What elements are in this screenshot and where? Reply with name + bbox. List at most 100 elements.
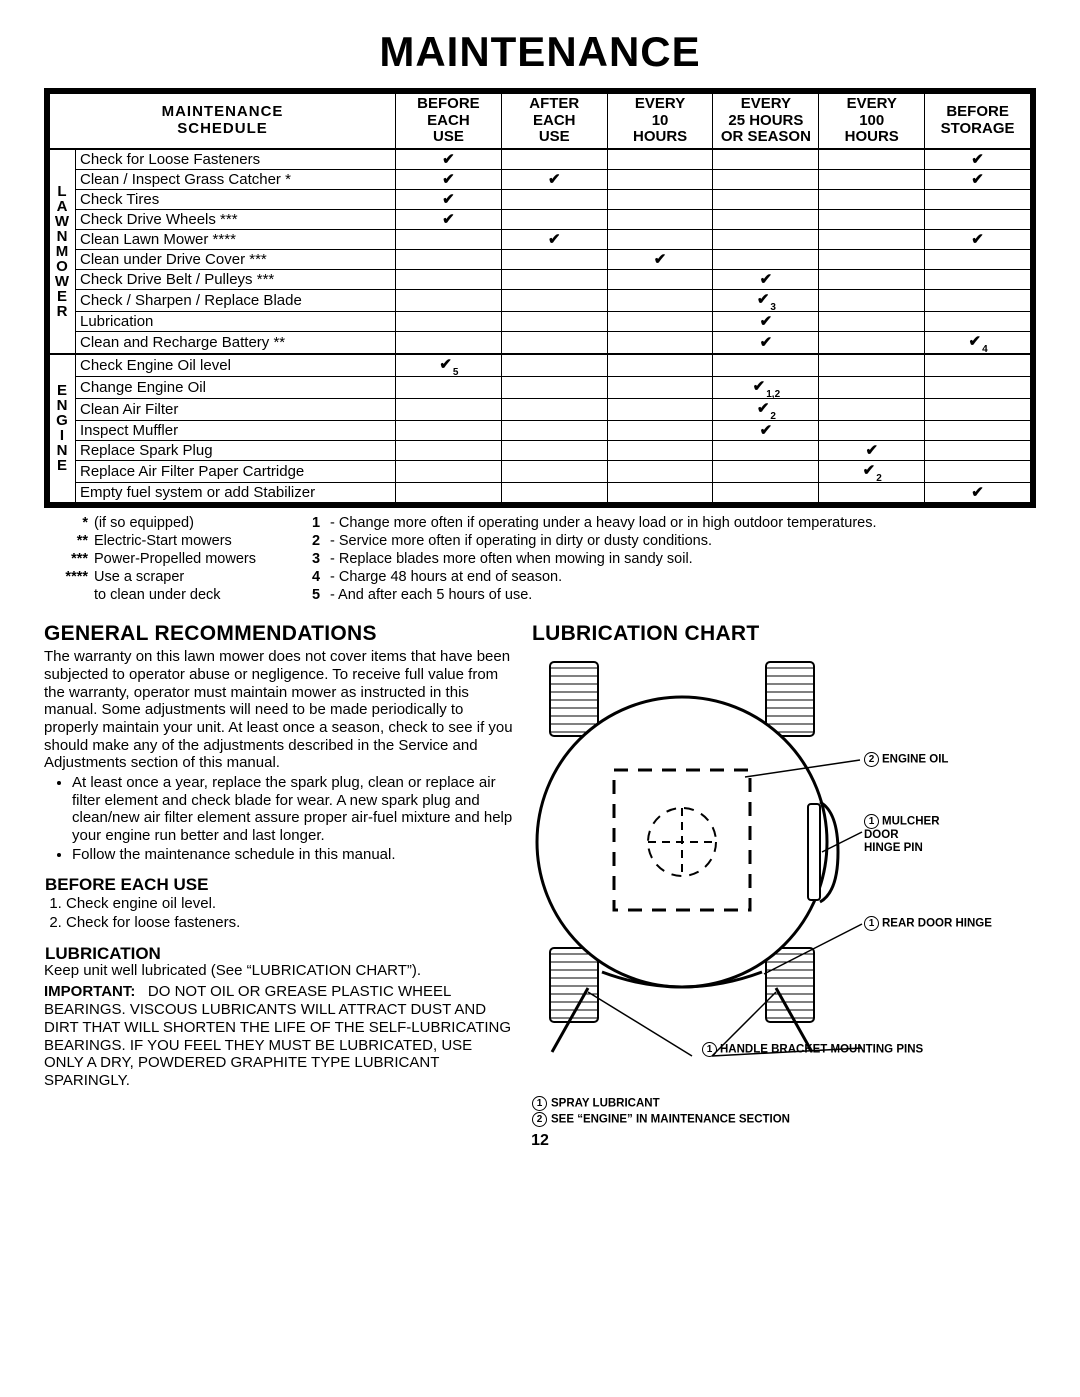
check-cell — [607, 209, 713, 229]
table-row: ENGINECheck Engine Oil level✔5 — [50, 354, 1031, 377]
check-cell — [501, 249, 607, 269]
check-cell — [819, 289, 925, 311]
check-cell: ✔ — [925, 229, 1031, 249]
check-cell: ✔ — [607, 249, 713, 269]
general-recommendations-bullets: At least once a year, replace the spark … — [44, 774, 514, 863]
check-cell — [925, 440, 1031, 460]
check-cell — [396, 376, 502, 398]
table-row: Check Tires✔ — [50, 189, 1031, 209]
check-cell: ✔3 — [713, 289, 819, 311]
before-each-use-heading: BEFORE EACH USE — [45, 875, 515, 895]
table-row: Change Engine Oil ✔1,2 — [50, 376, 1031, 398]
check-cell — [713, 249, 819, 269]
check-cell — [607, 420, 713, 440]
task-name: Lubrication — [76, 311, 396, 331]
footnotes: *(if so equipped)**Electric-Start mowers… — [48, 514, 1032, 605]
task-name: Replace Spark Plug — [76, 440, 396, 460]
check-cell — [396, 420, 502, 440]
task-name: Check Drive Belt / Pulleys *** — [76, 269, 396, 289]
check-cell: ✔ — [713, 331, 819, 354]
check-cell — [713, 482, 819, 502]
label-rear-door: 1REAR DOOR HINGE — [864, 916, 992, 931]
check-cell — [501, 269, 607, 289]
check-cell — [819, 482, 925, 502]
col-header-5: BEFORESTORAGE — [925, 94, 1031, 149]
check-cell — [607, 169, 713, 189]
check-cell — [819, 311, 925, 331]
check-cell — [925, 398, 1031, 420]
check-cell — [819, 376, 925, 398]
check-cell — [819, 149, 925, 170]
table-row: LAWN MOWERCheck for Loose Fasteners✔✔ — [50, 149, 1031, 170]
check-cell — [501, 376, 607, 398]
page-number: 12 — [44, 1132, 1036, 1150]
diagram-legend: 1SPRAY LUBRICANT 2SEE “ENGINE” IN MAINTE… — [532, 1096, 1036, 1128]
table-row: Check Drive Wheels ***✔ — [50, 209, 1031, 229]
side-label: ENGINE — [50, 354, 76, 503]
check-cell — [713, 169, 819, 189]
check-cell: ✔2 — [713, 398, 819, 420]
check-cell — [396, 229, 502, 249]
footnote-symbol: **Electric-Start mowers — [48, 532, 288, 550]
right-column: LUBRICATION CHART — [532, 622, 1036, 1128]
important-note: IMPORTANT: DO NOT OIL OR GREASE PLASTIC … — [44, 983, 514, 1089]
left-column: GENERAL RECOMMENDATIONS The warranty on … — [44, 622, 514, 1128]
check-cell — [607, 269, 713, 289]
col-header-0: BEFOREEACHUSE — [396, 94, 502, 149]
table-row: Lubrication✔ — [50, 311, 1031, 331]
task-name: Change Engine Oil — [76, 376, 396, 398]
table-row: Check / Sharpen / Replace Blade ✔3 — [50, 289, 1031, 311]
check-cell — [396, 440, 502, 460]
task-name: Inspect Muffler — [76, 420, 396, 440]
task-name: Check Tires — [76, 189, 396, 209]
check-cell — [607, 482, 713, 502]
check-cell: ✔1,2 — [713, 376, 819, 398]
check-cell — [501, 189, 607, 209]
check-cell — [501, 460, 607, 482]
check-cell — [396, 482, 502, 502]
check-cell: ✔ — [819, 440, 925, 460]
schedule-title-l1: MAINTENANCE — [162, 103, 284, 120]
check-cell — [396, 269, 502, 289]
table-row: Inspect Muffler✔ — [50, 420, 1031, 440]
task-name: Clean Air Filter — [76, 398, 396, 420]
col-header-3: EVERY25 HOURSOR SEASON — [713, 94, 819, 149]
check-cell — [396, 331, 502, 354]
check-cell — [925, 289, 1031, 311]
task-name: Check for Loose Fasteners — [76, 149, 396, 170]
task-name: Clean and Recharge Battery ** — [76, 331, 396, 354]
col-header-2: EVERY10HOURS — [607, 94, 713, 149]
check-cell — [501, 149, 607, 170]
check-cell: ✔ — [925, 482, 1031, 502]
schedule-title-l2: SCHEDULE — [177, 120, 268, 137]
footnote-number: 3 - Replace blades more often when mowin… — [312, 550, 1032, 568]
check-cell — [501, 289, 607, 311]
list-item: Follow the maintenance schedule in this … — [72, 846, 514, 864]
check-cell — [925, 209, 1031, 229]
footnote-number: 1 - Change more often if operating under… — [312, 514, 1032, 532]
check-cell — [925, 311, 1031, 331]
check-cell — [819, 169, 925, 189]
lubrication-heading: LUBRICATION — [45, 944, 515, 964]
footnotes-numbers: 1 - Change more often if operating under… — [312, 514, 1032, 605]
task-name: Clean Lawn Mower **** — [76, 229, 396, 249]
label-mulcher: 1MULCHERDOORHINGE PIN — [864, 814, 984, 854]
table-row: Empty fuel system or add Stabilizer✔ — [50, 482, 1031, 502]
task-name: Check Drive Wheels *** — [76, 209, 396, 229]
check-cell — [501, 209, 607, 229]
label-handle-bracket: 1HANDLE BRACKET MOUNTING PINS — [702, 1042, 923, 1057]
check-cell: ✔5 — [396, 354, 502, 377]
check-cell — [925, 420, 1031, 440]
table-row: Clean Lawn Mower ****✔✔ — [50, 229, 1031, 249]
list-item: At least once a year, replace the spark … — [72, 774, 514, 845]
legend-spray: SPRAY LUBRICANT — [551, 1098, 660, 1110]
check-cell: ✔ — [501, 169, 607, 189]
check-cell — [713, 209, 819, 229]
check-cell — [396, 249, 502, 269]
check-cell — [607, 229, 713, 249]
check-cell — [819, 269, 925, 289]
task-name: Check / Sharpen / Replace Blade — [76, 289, 396, 311]
footnote-symbol: ****Use a scraper — [48, 568, 288, 586]
check-cell — [501, 420, 607, 440]
check-cell — [396, 460, 502, 482]
